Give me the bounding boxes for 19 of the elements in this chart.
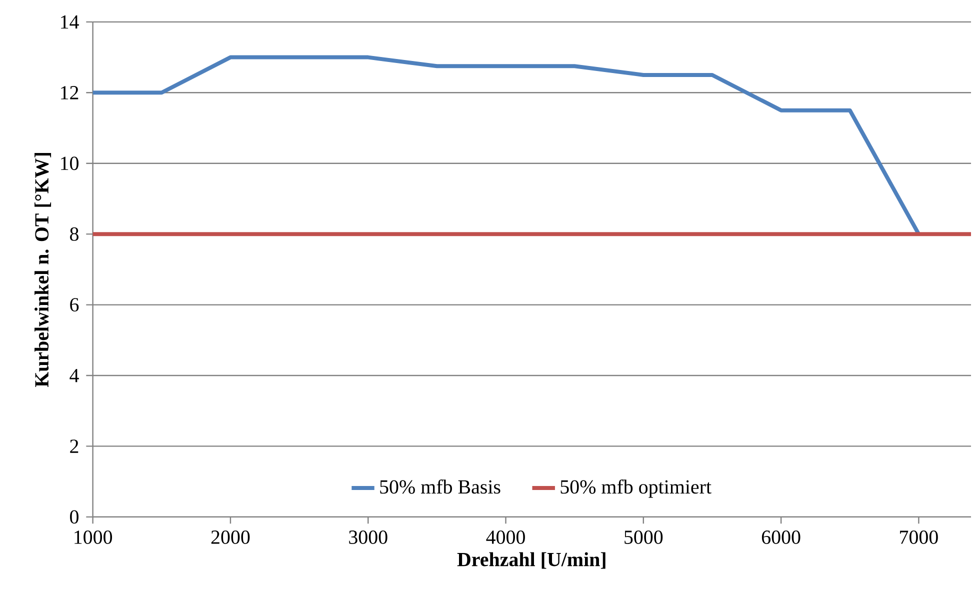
y-tick-label: 10 xyxy=(61,156,78,170)
y-axis-title: Kurbelwinkel n. OT [°KW] xyxy=(34,153,52,388)
x-tick-label: 4000 xyxy=(486,530,525,544)
x-tick-label: 7000 xyxy=(900,530,938,544)
y-tick-label: 12 xyxy=(61,86,78,100)
x-axis-title: Drehzahl [U/min] xyxy=(457,552,606,569)
x-tick-label: 3000 xyxy=(349,530,388,544)
legend-label: 50% mfb optimiert xyxy=(560,480,712,498)
x-tick-label: 1000 xyxy=(74,530,112,544)
x-tick-label: 5000 xyxy=(624,530,663,544)
x-tick-label: 2000 xyxy=(211,530,250,544)
y-tick-label: 2 xyxy=(70,440,78,453)
y-tick-label: 6 xyxy=(70,298,79,312)
y-tick-label: 0 xyxy=(70,510,78,524)
y-tick-label: 14 xyxy=(61,15,79,29)
y-tick-label: 4 xyxy=(70,369,79,382)
legend-label: 50% mfb Basis xyxy=(380,480,500,494)
x-tick-label: 6000 xyxy=(762,530,800,544)
y-tick-label: 8 xyxy=(70,227,78,241)
